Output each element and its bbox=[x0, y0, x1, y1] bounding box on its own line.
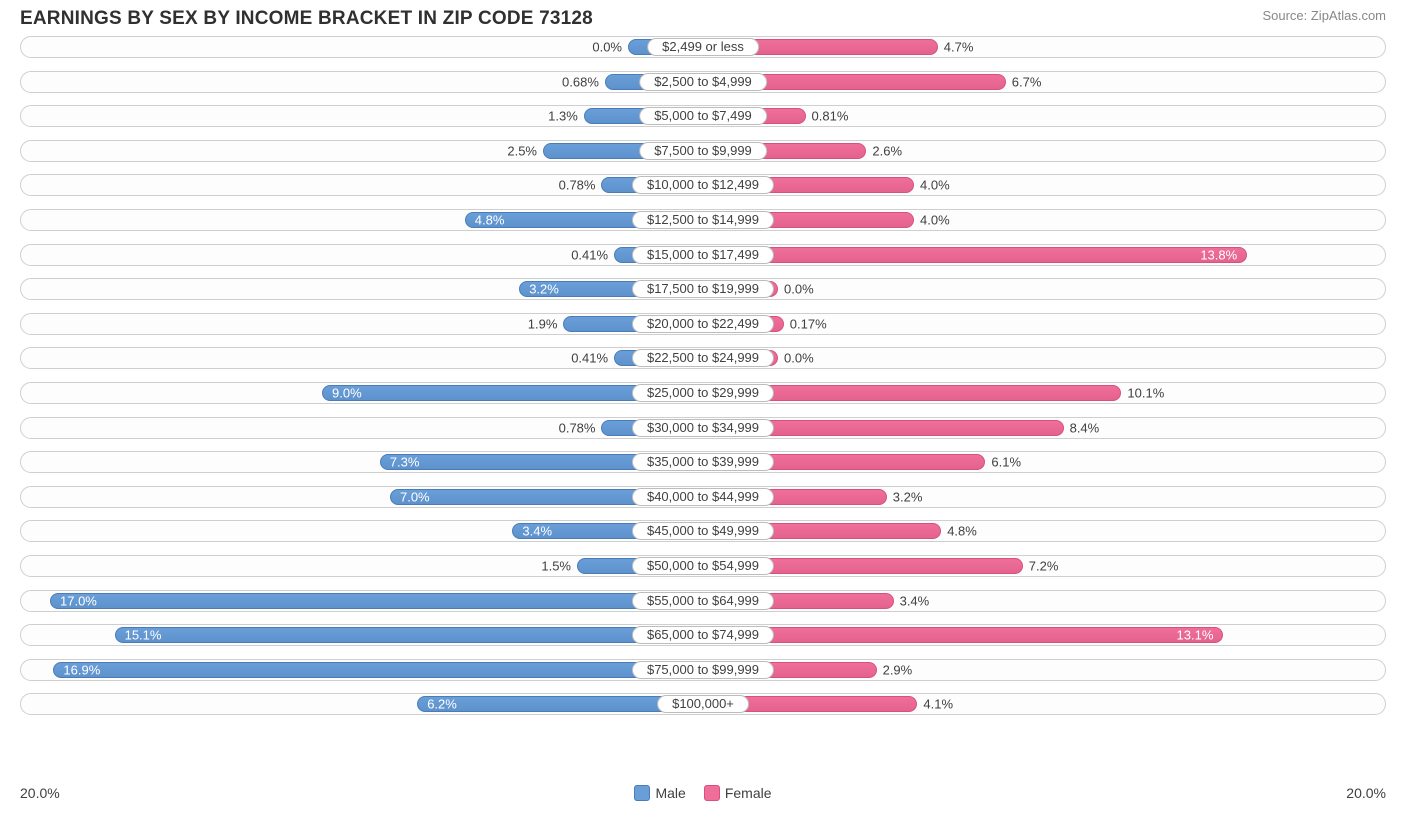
female-value: 0.0% bbox=[784, 282, 814, 297]
bracket-label: $12,500 to $14,999 bbox=[632, 211, 774, 229]
male-value: 17.0% bbox=[60, 593, 97, 608]
female-value: 4.0% bbox=[920, 212, 950, 227]
bracket-label: $50,000 to $54,999 bbox=[632, 557, 774, 575]
chart-row: $55,000 to $64,999 17.0% 3.4% bbox=[20, 590, 1386, 612]
female-swatch bbox=[704, 785, 720, 801]
chart-row: $35,000 to $39,999 7.3% 6.1% bbox=[20, 451, 1386, 473]
bracket-label: $10,000 to $12,499 bbox=[632, 176, 774, 194]
bracket-label: $65,000 to $74,999 bbox=[632, 626, 774, 644]
male-value: 0.0% bbox=[592, 40, 622, 55]
legend-male: Male bbox=[634, 785, 685, 801]
bracket-label: $75,000 to $99,999 bbox=[632, 661, 774, 679]
chart-title: EARNINGS BY SEX BY INCOME BRACKET IN ZIP… bbox=[20, 8, 593, 30]
male-value: 7.0% bbox=[400, 489, 430, 504]
female-value: 3.4% bbox=[900, 593, 930, 608]
legend: Male Female bbox=[634, 785, 771, 801]
bracket-label: $2,500 to $4,999 bbox=[639, 73, 767, 91]
female-value: 0.0% bbox=[784, 351, 814, 366]
female-value: 4.7% bbox=[944, 40, 974, 55]
female-bar bbox=[703, 247, 1247, 263]
chart-row: $2,500 to $4,999 0.68% 6.7% bbox=[20, 71, 1386, 93]
bracket-label: $35,000 to $39,999 bbox=[632, 453, 774, 471]
bracket-label: $22,500 to $24,999 bbox=[632, 349, 774, 367]
female-value: 4.1% bbox=[923, 697, 953, 712]
male-value: 1.5% bbox=[541, 558, 571, 573]
male-value: 6.2% bbox=[427, 697, 457, 712]
bracket-label: $55,000 to $64,999 bbox=[632, 592, 774, 610]
bracket-label: $30,000 to $34,999 bbox=[632, 419, 774, 437]
bracket-label: $40,000 to $44,999 bbox=[632, 488, 774, 506]
chart-row: $65,000 to $74,999 15.1% 13.1% bbox=[20, 624, 1386, 646]
female-value: 6.7% bbox=[1012, 74, 1042, 89]
female-value: 4.0% bbox=[920, 178, 950, 193]
female-value: 6.1% bbox=[991, 455, 1021, 470]
chart-row: $45,000 to $49,999 3.4% 4.8% bbox=[20, 520, 1386, 542]
male-value: 4.8% bbox=[475, 212, 505, 227]
left-axis-max: 20.0% bbox=[20, 785, 60, 801]
chart-row: $20,000 to $22,499 1.9% 0.17% bbox=[20, 313, 1386, 335]
male-swatch bbox=[634, 785, 650, 801]
chart-row: $22,500 to $24,999 0.41% 0.0% bbox=[20, 347, 1386, 369]
chart-row: $7,500 to $9,999 2.5% 2.6% bbox=[20, 140, 1386, 162]
chart-row: $40,000 to $44,999 7.0% 3.2% bbox=[20, 486, 1386, 508]
bracket-label: $17,500 to $19,999 bbox=[632, 280, 774, 298]
bracket-label: $25,000 to $29,999 bbox=[632, 384, 774, 402]
female-value: 2.6% bbox=[872, 143, 902, 158]
chart-row: $17,500 to $19,999 3.2% 0.0% bbox=[20, 278, 1386, 300]
male-value: 3.2% bbox=[529, 282, 559, 297]
female-value: 10.1% bbox=[1127, 385, 1164, 400]
male-bar bbox=[50, 593, 703, 609]
male-value: 0.78% bbox=[559, 178, 596, 193]
female-value: 2.9% bbox=[883, 662, 913, 677]
header: EARNINGS BY SEX BY INCOME BRACKET IN ZIP… bbox=[0, 0, 1406, 34]
male-value: 1.3% bbox=[548, 109, 578, 124]
female-value: 4.8% bbox=[947, 524, 977, 539]
chart-row: $30,000 to $34,999 0.78% 8.4% bbox=[20, 417, 1386, 439]
chart-row: $2,499 or less 0.0% 4.7% bbox=[20, 36, 1386, 58]
male-value: 3.4% bbox=[522, 524, 552, 539]
bracket-label: $100,000+ bbox=[657, 695, 749, 713]
male-value: 15.1% bbox=[125, 628, 162, 643]
male-value: 0.78% bbox=[559, 420, 596, 435]
bracket-label: $15,000 to $17,499 bbox=[632, 246, 774, 264]
male-value: 9.0% bbox=[332, 385, 362, 400]
female-value: 13.1% bbox=[1177, 628, 1214, 643]
chart-footer: 20.0% Male Female 20.0% bbox=[20, 785, 1386, 801]
male-value: 7.3% bbox=[390, 455, 420, 470]
legend-female: Female bbox=[704, 785, 772, 801]
male-value: 16.9% bbox=[63, 662, 100, 677]
legend-female-label: Female bbox=[725, 785, 772, 801]
female-value: 0.81% bbox=[812, 109, 849, 124]
chart-row: $10,000 to $12,499 0.78% 4.0% bbox=[20, 174, 1386, 196]
male-value: 0.41% bbox=[571, 351, 608, 366]
female-value: 13.8% bbox=[1200, 247, 1237, 262]
male-bar bbox=[115, 627, 703, 643]
right-axis-max: 20.0% bbox=[1346, 785, 1386, 801]
female-value: 7.2% bbox=[1029, 558, 1059, 573]
legend-male-label: Male bbox=[655, 785, 685, 801]
female-value: 8.4% bbox=[1070, 420, 1100, 435]
bracket-label: $2,499 or less bbox=[647, 38, 759, 56]
female-bar bbox=[703, 627, 1223, 643]
chart-row: $75,000 to $99,999 16.9% 2.9% bbox=[20, 659, 1386, 681]
bracket-label: $20,000 to $22,499 bbox=[632, 315, 774, 333]
male-value: 2.5% bbox=[507, 143, 537, 158]
chart-row: $50,000 to $54,999 1.5% 7.2% bbox=[20, 555, 1386, 577]
male-value: 0.41% bbox=[571, 247, 608, 262]
chart-row: $15,000 to $17,499 0.41% 13.8% bbox=[20, 244, 1386, 266]
chart-row: $25,000 to $29,999 9.0% 10.1% bbox=[20, 382, 1386, 404]
female-value: 0.17% bbox=[790, 316, 827, 331]
bracket-label: $7,500 to $9,999 bbox=[639, 142, 767, 160]
bracket-label: $5,000 to $7,499 bbox=[639, 107, 767, 125]
chart-row: $100,000+ 6.2% 4.1% bbox=[20, 693, 1386, 715]
chart-row: $12,500 to $14,999 4.8% 4.0% bbox=[20, 209, 1386, 231]
chart-row: $5,000 to $7,499 1.3% 0.81% bbox=[20, 105, 1386, 127]
male-value: 0.68% bbox=[562, 74, 599, 89]
male-value: 1.9% bbox=[528, 316, 558, 331]
female-value: 3.2% bbox=[893, 489, 923, 504]
male-bar bbox=[53, 662, 703, 678]
source-label: Source: ZipAtlas.com bbox=[1262, 8, 1386, 23]
diverging-bar-chart: $2,499 or less 0.0% 4.7% $2,500 to $4,999 0.… bbox=[0, 34, 1406, 715]
bracket-label: $45,000 to $49,999 bbox=[632, 522, 774, 540]
